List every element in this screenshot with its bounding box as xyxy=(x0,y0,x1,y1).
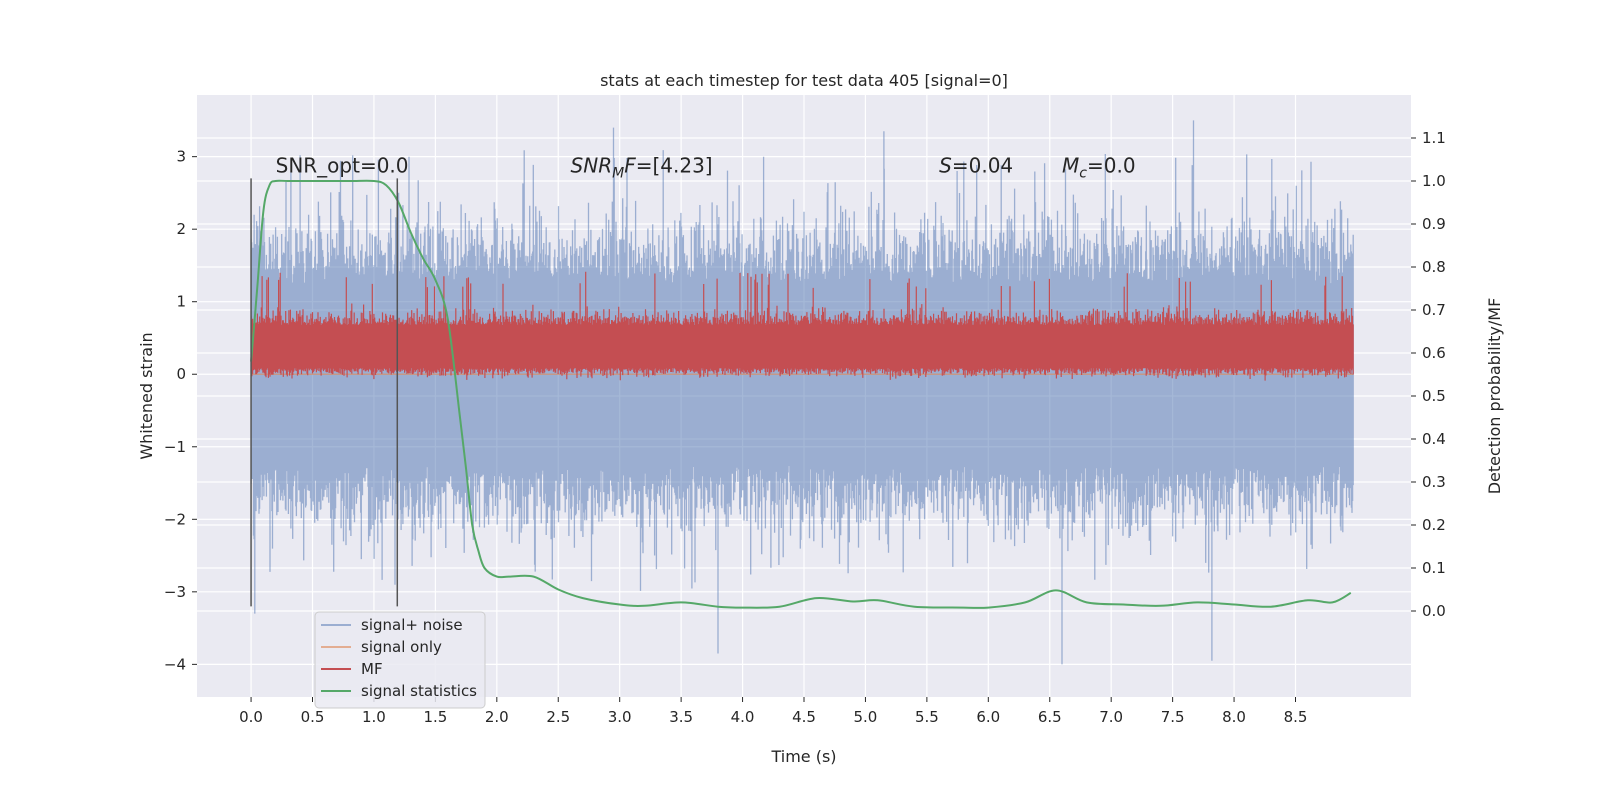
y-right-tick-label: 0.5 xyxy=(1422,387,1446,405)
legend-label: MF xyxy=(361,660,383,678)
legend-box xyxy=(314,611,486,709)
annotation-text: SNR_opt=0.0 xyxy=(276,154,409,178)
legend-label: signal statistics xyxy=(361,682,477,700)
y-left-axis-label: Whitened strain xyxy=(137,332,156,459)
x-tick-label: 2.5 xyxy=(546,708,570,726)
annotations: SNR_opt=0.0 SNRMF=[4.23] S=0.04 Mc=0.0 xyxy=(276,154,1136,182)
annotation-part: =[4.23] xyxy=(636,154,713,178)
y-right-tick-label: 0.6 xyxy=(1422,344,1446,362)
y-right-axis-label: Detection probability/MF xyxy=(1485,298,1504,495)
annotation-text: Mc=0.0 xyxy=(1062,154,1136,182)
y-right-tick-label: 0.9 xyxy=(1422,215,1446,233)
y-left-tick-label: −4 xyxy=(164,655,186,673)
y-right-tick-label: 0.3 xyxy=(1422,473,1446,491)
legend-label: signal only xyxy=(361,638,442,656)
annotation-part: SNR xyxy=(571,154,613,178)
x-tick-label: 3.0 xyxy=(608,708,632,726)
x-tick-label: 7.5 xyxy=(1161,708,1185,726)
x-tick-label: 1.5 xyxy=(423,708,447,726)
x-tick-label: 0.5 xyxy=(301,708,325,726)
y-right-tick-label: 0.8 xyxy=(1422,258,1446,276)
annotation-part: =0.04 xyxy=(952,154,1013,178)
x-tick-label: 3.5 xyxy=(669,708,693,726)
annotation-part: =0.0 xyxy=(1087,154,1136,178)
x-tick-label: 0.0 xyxy=(239,708,263,726)
x-tick-label: 4.5 xyxy=(792,708,816,726)
x-tick-label: 7.0 xyxy=(1099,708,1123,726)
y-right-tick-label: 1.0 xyxy=(1422,172,1446,190)
y-right-tick-label: 1.1 xyxy=(1422,129,1446,147)
legend: signal+ noise signal only MF signal statist… xyxy=(314,611,486,709)
x-tick-label: 4.0 xyxy=(731,708,755,726)
y-right-tick-label: 0.0 xyxy=(1422,602,1446,620)
y-left-tick-label: 3 xyxy=(176,148,186,166)
y-left-tick-label: −1 xyxy=(164,438,186,456)
y-left-tick-label: 0 xyxy=(176,365,186,383)
annotation-part: M xyxy=(1062,154,1079,178)
x-tick-label: 8.5 xyxy=(1284,708,1308,726)
legend-label: signal+ noise xyxy=(361,616,463,634)
y-left-tick-label: 1 xyxy=(176,293,186,311)
y-right-tick-label: 0.4 xyxy=(1422,430,1446,448)
chart-title: stats at each timestep for test data 405… xyxy=(600,71,1008,90)
annotation-part: S xyxy=(939,154,952,178)
annotation-part: M xyxy=(612,166,624,182)
axes: 0.0 0.5 1.0 1.5 2.0 2.5 3.0 3.5 4.0 4.5 5.0 5.5 6.0 6… xyxy=(137,71,1504,766)
x-tick-label: 5.0 xyxy=(854,708,878,726)
series-signal-statistics xyxy=(250,179,1352,609)
y-right-tick-label: 0.7 xyxy=(1422,301,1446,319)
annotation-part: F xyxy=(624,154,636,178)
x-tick-label: 1.0 xyxy=(362,708,386,726)
plot-area xyxy=(250,120,1354,665)
annotation-part: c xyxy=(1079,166,1087,182)
y-left-tick-label: −2 xyxy=(164,510,186,528)
y-left-tick-label: −3 xyxy=(164,583,186,601)
annotation-text: S=0.04 xyxy=(939,154,1013,178)
x-tick-label: 2.0 xyxy=(485,708,509,726)
x-tick-label: 8.0 xyxy=(1222,708,1246,726)
x-axis-label: Time (s) xyxy=(770,747,836,766)
y-left-tick-label: 2 xyxy=(176,220,186,238)
y-right-tick-label: 0.2 xyxy=(1422,516,1446,534)
annotation-part: SNR_opt=0.0 xyxy=(276,154,409,178)
x-tick-label: 6.0 xyxy=(976,708,1000,726)
annotation-text: SNRMF=[4.23] xyxy=(571,154,713,182)
x-tick-label: 6.5 xyxy=(1038,708,1062,726)
y-right-tick-label: 0.1 xyxy=(1422,559,1446,577)
x-tick-label: 5.5 xyxy=(915,708,939,726)
